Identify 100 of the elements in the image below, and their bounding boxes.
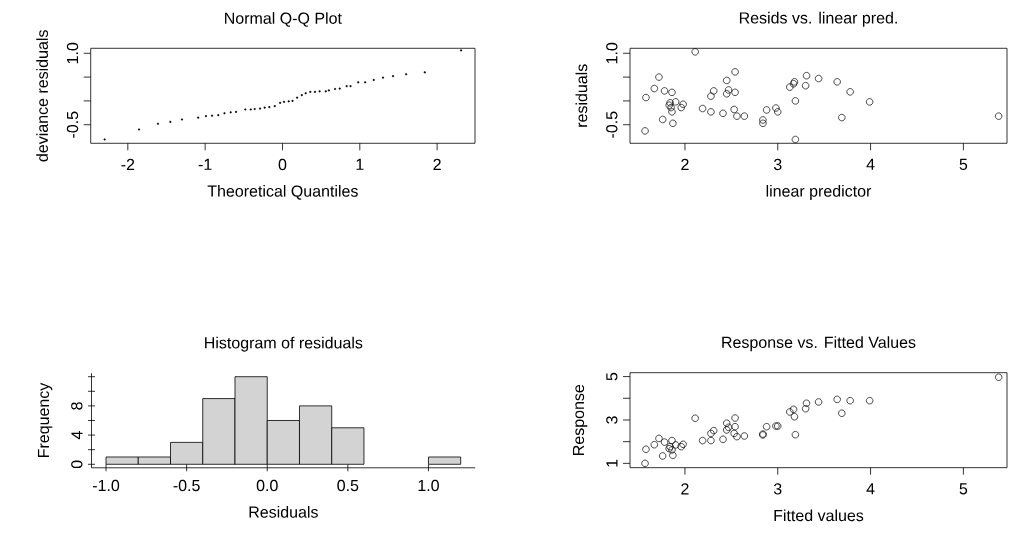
y-axis-title: residuals [575,64,588,127]
point [724,423,733,431]
point [759,116,767,124]
y-tick-label: -0.5 [66,111,79,138]
point [719,109,727,117]
x-tick-label: 0.5 [337,479,359,492]
y-tick-label: 3 [606,416,618,424]
point [731,88,739,96]
y-tick-label: 1.0 [66,42,79,64]
point [731,414,739,422]
x-tick-label: 2 [681,483,689,495]
point [730,105,738,114]
point [723,76,731,85]
point [691,414,699,422]
x-tick-label: -1.0 [92,479,120,492]
point [668,108,676,116]
x-tick-label: 1 [356,158,364,170]
chart-title: Histogram of residuals [205,336,363,352]
point [838,113,846,122]
x-tick-label: 2 [681,158,689,170]
point [802,72,811,80]
point [789,405,798,413]
chart-title: Resids vs. linear pred. [739,11,897,27]
point [659,115,667,124]
point [723,90,731,98]
x-tick-label: 3 [773,158,782,171]
x-tick-label: 0.0 [256,479,278,492]
point [731,68,739,76]
point [724,86,733,94]
x-axis-title: Fitted values [774,509,864,522]
x-tick-label: 3 [773,483,782,495]
point [667,103,675,112]
x-tick-label: -2 [121,158,135,170]
x-axis-title: Theoretical Quantiles [207,185,358,200]
point [660,438,669,446]
point [791,431,800,439]
point [669,451,677,459]
point [740,432,748,440]
x-tick-label: 4 [866,483,875,495]
point [814,398,823,406]
point [642,445,650,453]
point [995,112,1003,120]
point [762,106,771,114]
point [995,373,1003,381]
x-tick-label: 0 [278,158,287,171]
y-tick-label: 4 [71,431,83,440]
y-tick-label: 0 [71,460,83,469]
point [733,112,741,120]
point [723,426,731,434]
point [846,397,854,405]
point [679,100,687,108]
point [772,104,780,112]
chart-title: Normal Q-Q Plot [225,12,342,27]
point [833,78,841,86]
point [659,452,667,460]
point [655,73,663,81]
point [650,84,658,93]
x-tick-label: 5 [959,158,968,170]
point [759,119,767,127]
x-tick-label: 5 [959,483,968,495]
y-tick-label: 1.0 [606,42,618,64]
point [723,419,731,427]
point [707,92,715,100]
point [669,119,677,127]
point [668,436,676,445]
x-axis-title: linear predictor [766,185,872,200]
x-axis-title: Residuals [249,506,318,518]
point [668,88,676,96]
point [802,399,811,407]
point [786,83,794,91]
point [672,98,680,106]
point [740,112,748,120]
point [801,405,810,413]
point [791,97,800,105]
point [838,409,846,417]
y-tick-label: 8 [71,402,83,410]
point [790,413,799,421]
point [698,436,707,445]
x-tick-label: 4 [866,158,875,170]
point [865,397,874,405]
point [677,443,685,451]
point [642,93,650,102]
y-axis-title: Response [572,384,588,455]
point [698,104,707,113]
point [641,459,649,467]
point [786,408,794,416]
point [679,440,687,448]
x-tick-label: -0.5 [173,479,200,492]
y-tick-label: 5 [606,372,618,381]
point [846,88,854,96]
point [814,74,823,83]
point [710,87,718,95]
chart-title: Response vs. Fitted Values [722,336,916,352]
y-axis-title: Frequency [37,382,53,457]
y-tick-label: 1 [606,459,618,467]
point [707,429,715,438]
point [691,48,699,56]
x-tick-label: -1 [198,158,212,170]
point [774,108,782,116]
point [707,436,715,445]
